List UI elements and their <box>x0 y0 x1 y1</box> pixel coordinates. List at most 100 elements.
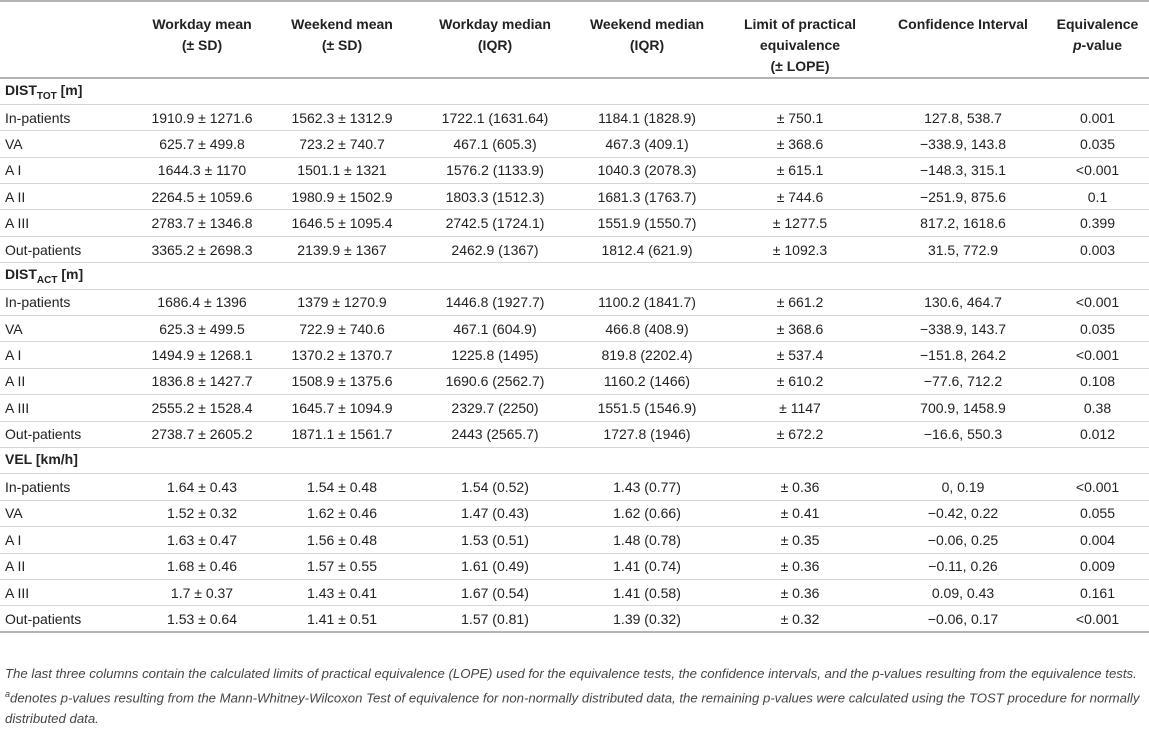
cell-weekend-mean: 1645.7 ± 1094.9 <box>268 394 416 422</box>
table-row: A I 1644.3 ± 1170 1501.1 ± 1321 1576.2 (113… <box>0 157 1149 185</box>
table-row: In-patients 1910.9 ± 1271.6 1562.3 ± 1312.… <box>0 104 1149 132</box>
cell-weekend-median: 1727.8 (1946) <box>574 421 720 448</box>
cell-weekend-median: 1.39 (0.32) <box>574 605 720 634</box>
cell-workday-mean: 1494.9 ± 1268.1 <box>136 341 268 369</box>
results-table: Workday mean (± SD) Weekend mean (± SD) Wo… <box>0 0 1149 634</box>
cell-equivalence-p: 0.161 <box>1046 579 1149 607</box>
cell-lope: ± 537.4 <box>720 341 880 369</box>
cell-weekend-median: 1.62 (0.66) <box>574 500 720 528</box>
cell-confidence-interval: 817.2, 1618.6 <box>880 209 1046 237</box>
cell-workday-median: 2329.7 (2250) <box>416 394 574 422</box>
cell-confidence-interval: −16.6, 550.3 <box>880 421 1046 448</box>
cell-equivalence-p: <0.001 <box>1046 473 1149 501</box>
table-row: A III 2783.7 ± 1346.8 1646.5 ± 1095.4 2742.… <box>0 209 1149 237</box>
cell-weekend-median: 1.48 (0.78) <box>574 526 720 554</box>
cell-workday-mean: 1644.3 ± 1170 <box>136 157 268 185</box>
cell-weekend-median: 1.41 (0.58) <box>574 579 720 607</box>
cell-equivalence-p: 0.012 <box>1046 421 1149 448</box>
cell-workday-mean: 1910.9 ± 1271.6 <box>136 104 268 132</box>
table-body: DISTTOT [m] In-patients 1910.9 ± 1271.6 156… <box>0 78 1149 634</box>
table-row: Out-patients 2738.7 ± 2605.2 1871.1 ± 1561… <box>0 421 1149 448</box>
cell-lope: ± 1277.5 <box>720 209 880 237</box>
cell-weekend-mean: 722.9 ± 740.6 <box>268 315 416 343</box>
cell-weekend-mean: 1.41 ± 0.51 <box>268 605 416 634</box>
cell-equivalence-p: <0.001 <box>1046 605 1149 634</box>
cell-confidence-interval: 0.09, 0.43 <box>880 579 1046 607</box>
cell-confidence-interval: −77.6, 712.2 <box>880 368 1046 396</box>
cell-lope: ± 610.2 <box>720 368 880 396</box>
cell-equivalence-p: 0.003 <box>1046 236 1149 264</box>
header-weekend-mean: Weekend mean (± SD) <box>268 0 416 79</box>
cell-equivalence-p: 0.009 <box>1046 553 1149 580</box>
cell-weekend-mean: 1.43 ± 0.41 <box>268 579 416 607</box>
cell-weekend-mean: 1379 ± 1270.9 <box>268 289 416 317</box>
cell-equivalence-p: 0.38 <box>1046 394 1149 422</box>
cell-lope: ± 615.1 <box>720 157 880 185</box>
cell-weekend-mean: 2139.9 ± 1367 <box>268 236 416 264</box>
table-row: A I 1494.9 ± 1268.1 1370.2 ± 1370.7 1225.8 … <box>0 341 1149 369</box>
cell-confidence-interval: −0.06, 0.25 <box>880 526 1046 554</box>
cell-confidence-interval: 130.6, 464.7 <box>880 289 1046 317</box>
cell-lope: ± 0.36 <box>720 579 880 607</box>
table-row: VA 625.3 ± 499.5 722.9 ± 740.6 467.1 (604.9… <box>0 315 1149 343</box>
cell-weekend-median: 1160.2 (1466) <box>574 368 720 396</box>
cell-workday-median: 1.47 (0.43) <box>416 500 574 528</box>
cell-weekend-median: 1184.1 (1828.9) <box>574 104 720 132</box>
table-caption: The last three columns contain the calcu… <box>5 666 1140 727</box>
cell-lope: ± 0.41 <box>720 500 880 528</box>
cell-row-label: VA <box>0 315 136 343</box>
cell-lope: ± 0.35 <box>720 526 880 554</box>
cell-equivalence-p: <0.001 <box>1046 157 1149 185</box>
header-workday-mean: Workday mean (± SD) <box>136 0 268 79</box>
cell-weekend-mean: 1.57 ± 0.55 <box>268 553 416 580</box>
cell-weekend-median: 1812.4 (621.9) <box>574 236 720 264</box>
cell-row-label: Out-patients <box>0 421 136 448</box>
cell-workday-mean: 1.53 ± 0.64 <box>136 605 268 634</box>
cell-weekend-mean: 1501.1 ± 1321 <box>268 157 416 185</box>
cell-workday-median: 1.53 (0.51) <box>416 526 574 554</box>
cell-workday-median: 1.61 (0.49) <box>416 553 574 580</box>
section-header-row: DISTACT [m] <box>0 262 1149 290</box>
table-row: A III 1.7 ± 0.37 1.43 ± 0.41 1.67 (0.54) 1.4… <box>0 579 1149 607</box>
cell-weekend-median: 1551.9 (1550.7) <box>574 209 720 237</box>
cell-workday-median: 1446.8 (1927.7) <box>416 289 574 317</box>
cell-confidence-interval: 31.5, 772.9 <box>880 236 1046 264</box>
cell-lope: ± 0.36 <box>720 473 880 501</box>
cell-confidence-interval: −151.8, 264.2 <box>880 341 1046 369</box>
table-row: A II 1.68 ± 0.46 1.57 ± 0.55 1.61 (0.49) 1.4… <box>0 553 1149 580</box>
cell-workday-mean: 2264.5 ± 1059.6 <box>136 183 268 211</box>
table-row: A II 1836.8 ± 1427.7 1508.9 ± 1375.6 1690.6… <box>0 368 1149 396</box>
cell-row-label: A III <box>0 579 136 607</box>
cell-row-label: A III <box>0 209 136 237</box>
cell-row-label: VA <box>0 500 136 528</box>
cell-confidence-interval: 0, 0.19 <box>880 473 1046 501</box>
table-row: A I 1.63 ± 0.47 1.56 ± 0.48 1.53 (0.51) 1.48… <box>0 526 1149 554</box>
cell-weekend-mean: 1.56 ± 0.48 <box>268 526 416 554</box>
cell-workday-median: 1803.3 (1512.3) <box>416 183 574 211</box>
cell-weekend-mean: 1980.9 ± 1502.9 <box>268 183 416 211</box>
cell-workday-median: 467.1 (605.3) <box>416 130 574 158</box>
cell-lope: ± 0.32 <box>720 605 880 634</box>
cell-workday-median: 1.54 (0.52) <box>416 473 574 501</box>
cell-lope: ± 0.36 <box>720 553 880 580</box>
cell-lope: ± 1092.3 <box>720 236 880 264</box>
cell-equivalence-p: 0.004 <box>1046 526 1149 554</box>
cell-weekend-mean: 1.62 ± 0.46 <box>268 500 416 528</box>
header-lope: Limit of practical equivalence (± LOPE) <box>720 0 880 79</box>
cell-workday-mean: 1.63 ± 0.47 <box>136 526 268 554</box>
cell-weekend-mean: 1646.5 ± 1095.4 <box>268 209 416 237</box>
cell-row-label: In-patients <box>0 473 136 501</box>
cell-row-label: In-patients <box>0 104 136 132</box>
cell-workday-median: 2443 (2565.7) <box>416 421 574 448</box>
table-row: VA 1.52 ± 0.32 1.62 ± 0.46 1.47 (0.43) 1.62 … <box>0 500 1149 528</box>
header-row: Workday mean (± SD) Weekend mean (± SD) Wo… <box>0 0 1149 79</box>
cell-confidence-interval: −338.9, 143.7 <box>880 315 1046 343</box>
cell-workday-median: 1690.6 (2562.7) <box>416 368 574 396</box>
cell-workday-median: 2742.5 (1724.1) <box>416 209 574 237</box>
cell-confidence-interval: −0.42, 0.22 <box>880 500 1046 528</box>
cell-row-label: A I <box>0 526 136 554</box>
cell-equivalence-p: <0.001 <box>1046 341 1149 369</box>
cell-weekend-mean: 1370.2 ± 1370.7 <box>268 341 416 369</box>
header-workday-median: Workday median (IQR) <box>416 0 574 79</box>
header-equivalence-p: Equivalence p-value <box>1046 0 1149 79</box>
